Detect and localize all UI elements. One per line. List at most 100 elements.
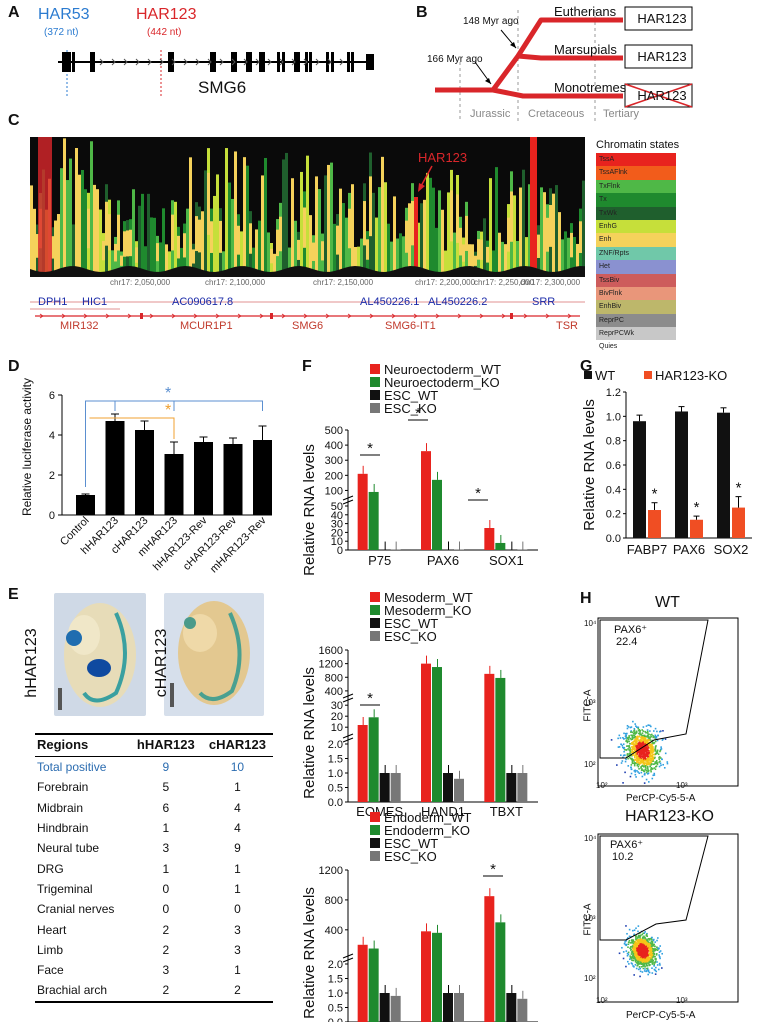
flow-dot <box>658 962 661 965</box>
flow-dot <box>627 726 630 728</box>
flow-dot <box>641 740 643 742</box>
legend-state-8: Het <box>596 260 676 274</box>
f-ytick-label: 300 <box>325 455 343 467</box>
table-cell-count: 1 <box>234 861 241 876</box>
flow-dot <box>656 762 659 764</box>
flow-dot <box>626 954 629 957</box>
table-cell-region: Face <box>37 963 64 978</box>
table-cell-region: Neural tube <box>37 841 100 856</box>
chrom-bar-enh <box>123 231 126 257</box>
flow-dot <box>634 748 637 751</box>
flow-dot <box>647 970 650 973</box>
flow-dot <box>647 761 650 763</box>
flow-dot <box>625 950 628 952</box>
gene-smg6-it1: SMG6-IT1 <box>385 320 436 332</box>
ann-arrow <box>259 313 264 319</box>
table-cell-region: Brachial arch <box>35 980 130 1003</box>
flow-dot <box>631 939 633 941</box>
f-bar <box>379 773 390 802</box>
flow-dot <box>633 955 635 958</box>
flow-dot <box>636 751 638 754</box>
flow-dot <box>652 955 655 957</box>
chrom-bar-enh <box>135 247 138 263</box>
d-star-blue: * <box>165 385 171 402</box>
flow-dot <box>649 942 652 944</box>
table-row: Cranial nerves 0 0 <box>35 899 273 919</box>
flow-dot <box>631 941 634 944</box>
flow-dot <box>640 743 643 746</box>
f-bar <box>484 673 495 802</box>
flow-dot <box>625 758 627 761</box>
flow-dot <box>637 771 639 773</box>
flow-dot <box>636 769 638 772</box>
flow-dot <box>644 765 647 767</box>
flow-dot <box>622 754 625 757</box>
flow-dot <box>642 734 645 737</box>
flow-dot <box>649 737 651 739</box>
flow-dot <box>642 747 645 749</box>
flow-dot <box>639 960 642 962</box>
flow-dot <box>634 943 637 946</box>
har53-length: (372 nt) <box>44 27 79 38</box>
flow-dot <box>639 959 642 961</box>
flow-dot <box>659 964 661 966</box>
flow-dot <box>643 749 646 752</box>
flow-dot <box>645 764 648 767</box>
chrom-bar-enh <box>93 202 96 246</box>
flow-dot <box>629 726 632 729</box>
flow-dot <box>645 755 648 757</box>
flow-dot <box>627 941 630 944</box>
flow-dot <box>645 953 648 956</box>
flow-dot <box>644 949 646 952</box>
f-ytick-label: 400 <box>325 686 343 698</box>
flow-dot <box>626 745 628 747</box>
strand-arrow <box>279 58 284 66</box>
flow-dot <box>634 736 636 739</box>
flow-dot <box>648 949 651 951</box>
chrom-bar <box>354 246 357 272</box>
flow-dot <box>631 754 634 756</box>
flow-dot <box>661 739 664 741</box>
flow-dot <box>647 956 649 959</box>
flow-dot <box>638 772 641 775</box>
flow-dot <box>641 953 644 955</box>
flow-dot <box>639 954 641 956</box>
flow-dot <box>646 935 649 938</box>
flow-dot <box>645 957 647 960</box>
flow-dot <box>663 766 666 769</box>
legend-state-0: TssA <box>596 153 676 167</box>
flow-dot <box>633 933 636 936</box>
panel-letter-f: F <box>302 358 312 375</box>
panel-letter-e: E <box>8 586 19 603</box>
chrom-bar-enh <box>507 217 510 252</box>
chrom-bar <box>528 184 531 272</box>
flow-dot <box>633 952 636 955</box>
flow-dot <box>630 962 633 964</box>
flow-dot <box>636 939 638 942</box>
flow-dot <box>651 741 654 744</box>
flow-dot <box>633 764 636 767</box>
flow-dot <box>650 761 653 763</box>
legend-state-4: TxWk <box>596 206 676 220</box>
f-bar <box>495 542 506 550</box>
label-hhar123: hHAR123 <box>23 628 40 698</box>
flow-dot <box>639 743 641 746</box>
flow-dot <box>662 738 664 740</box>
flow-dot <box>629 955 631 957</box>
f-ytick-label: 500 <box>325 425 343 437</box>
flow-dot <box>638 957 640 960</box>
flow-dot <box>624 732 627 735</box>
flow-dot <box>646 958 649 961</box>
flow-dot <box>652 736 655 739</box>
flow-dot <box>632 750 635 753</box>
flow-dot <box>656 964 659 966</box>
h-ko-tick-1e3: 10³ <box>584 914 596 923</box>
flow-dot <box>652 763 655 766</box>
flow-dot <box>644 762 647 764</box>
flow-dot <box>647 770 649 773</box>
legend-state-1: TssAFlnk <box>596 166 676 180</box>
flow-dot <box>654 740 657 743</box>
flow-dot <box>637 943 640 946</box>
flow-dot <box>645 750 648 753</box>
